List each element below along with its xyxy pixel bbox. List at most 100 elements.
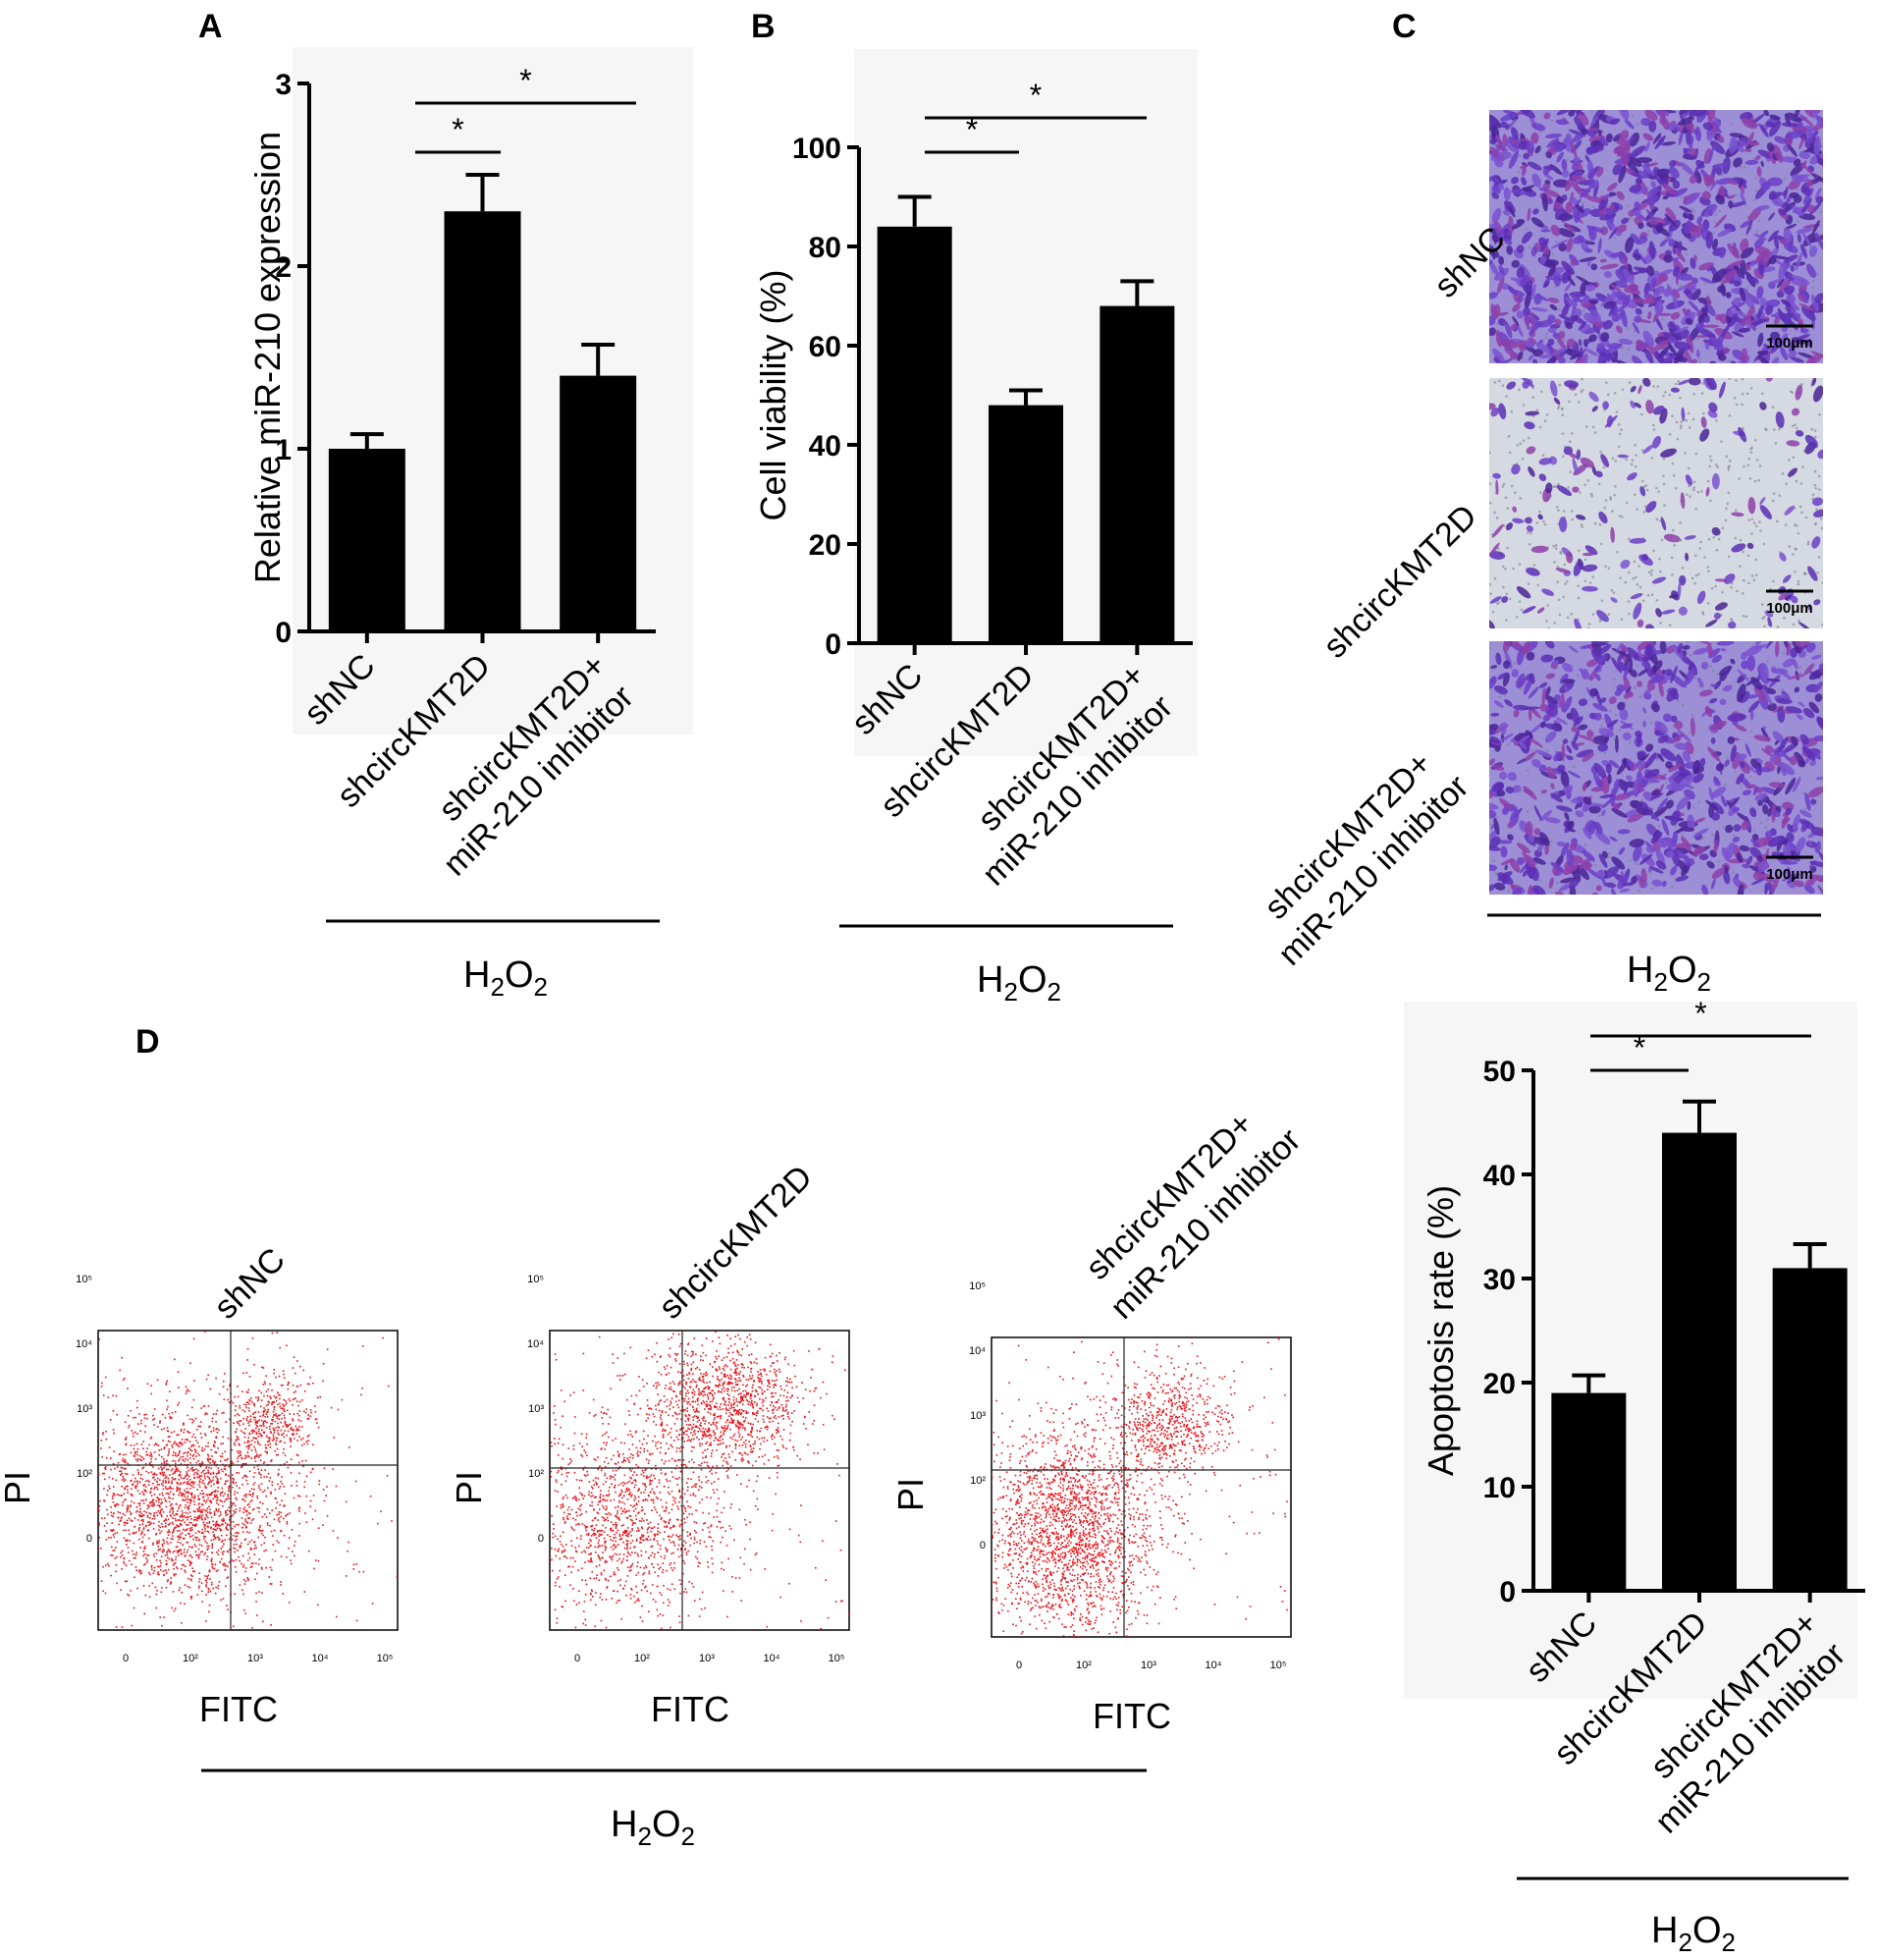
pore xyxy=(1772,406,1775,408)
event-dot xyxy=(60,1510,62,1512)
event-dot xyxy=(182,1516,184,1518)
event-dot xyxy=(116,1583,118,1585)
bar xyxy=(560,376,636,631)
event-dot xyxy=(210,1495,212,1497)
event-dot xyxy=(88,1488,90,1490)
event-dot xyxy=(245,1480,247,1482)
pore xyxy=(1761,603,1764,606)
y-tick-label: 0 xyxy=(825,628,841,661)
pore xyxy=(1743,465,1745,468)
pore xyxy=(1624,581,1627,584)
pore xyxy=(1728,468,1731,471)
event-dot xyxy=(139,1455,141,1457)
pore xyxy=(1742,378,1744,381)
pore xyxy=(1733,835,1736,838)
pore xyxy=(1693,582,1696,585)
event-dot xyxy=(255,1451,257,1453)
event-dot xyxy=(167,1581,169,1583)
event-dot xyxy=(95,1473,97,1475)
event-dot xyxy=(160,1514,162,1516)
event-dot xyxy=(145,1511,147,1513)
pore xyxy=(1709,665,1712,668)
event-dot xyxy=(280,1511,282,1513)
event-dot xyxy=(255,1548,257,1550)
treatment-label-c: H2O2 xyxy=(1627,950,1711,997)
event-dot xyxy=(22,1545,24,1547)
event-dot xyxy=(204,1528,206,1530)
pore xyxy=(1672,529,1675,532)
event-dot xyxy=(157,1478,159,1480)
pore xyxy=(1628,348,1631,351)
event-dot xyxy=(236,1472,238,1474)
event-dot xyxy=(187,1388,188,1390)
pore xyxy=(1773,492,1776,495)
event-dot xyxy=(180,1534,182,1536)
event-dot xyxy=(147,1559,149,1561)
event-dot xyxy=(200,1433,202,1435)
event-dot xyxy=(183,1564,185,1566)
event-dot xyxy=(107,1514,109,1516)
event-dot xyxy=(211,1516,213,1518)
event-dot xyxy=(180,1471,182,1473)
event-dot xyxy=(193,1500,195,1502)
event-dot xyxy=(155,1587,157,1589)
event-dot xyxy=(188,1483,190,1485)
event-dot xyxy=(216,1478,218,1480)
pore xyxy=(1634,686,1637,689)
pore xyxy=(1530,749,1533,752)
event-dot xyxy=(114,1550,116,1552)
event-dot xyxy=(189,1564,191,1566)
event-dot xyxy=(110,1554,112,1556)
event-dot xyxy=(164,1446,166,1448)
pore xyxy=(1785,523,1788,526)
event-dot xyxy=(363,1571,365,1573)
event-dot xyxy=(104,1500,106,1502)
pore xyxy=(1697,573,1700,576)
event-dot xyxy=(167,1427,169,1429)
event-dot xyxy=(283,1486,285,1488)
event-dot xyxy=(59,1520,61,1522)
pore xyxy=(1675,487,1678,490)
event-dot xyxy=(148,1554,150,1556)
pore xyxy=(1600,543,1603,546)
event-dot xyxy=(140,1478,142,1480)
event-dot xyxy=(144,1425,146,1427)
event-dot xyxy=(190,1518,192,1520)
event-dot xyxy=(2,1581,4,1583)
pore xyxy=(1661,538,1664,541)
event-dot xyxy=(75,1497,77,1498)
pore xyxy=(1621,618,1624,621)
event-dot xyxy=(144,1563,146,1565)
event-dot xyxy=(298,1508,300,1510)
event-dot xyxy=(109,1446,111,1448)
event-dot xyxy=(204,1536,206,1538)
pore xyxy=(1562,596,1565,599)
pore xyxy=(1662,395,1665,398)
pore xyxy=(1650,573,1653,576)
event-dot xyxy=(125,1468,127,1470)
pore xyxy=(1589,581,1592,584)
event-dot xyxy=(222,1552,224,1553)
pore xyxy=(1505,395,1508,398)
pore xyxy=(1588,623,1591,626)
event-dot xyxy=(163,1543,165,1545)
event-dot xyxy=(222,1501,224,1503)
event-dot xyxy=(221,1558,223,1560)
pore xyxy=(1799,506,1802,509)
event-dot xyxy=(220,1495,222,1497)
y-tick-label: 40 xyxy=(809,430,841,463)
pore xyxy=(1760,822,1763,825)
event-dot xyxy=(227,1529,229,1531)
pore xyxy=(1662,474,1665,477)
pore xyxy=(1816,273,1819,276)
event-dot xyxy=(152,1419,154,1421)
event-dot xyxy=(190,1482,192,1484)
pore xyxy=(1758,520,1761,523)
event-dot xyxy=(175,1559,177,1561)
pore xyxy=(1506,547,1509,550)
event-dot xyxy=(165,1564,167,1566)
event-dot xyxy=(198,1572,200,1574)
event-dot xyxy=(174,1563,176,1565)
pore xyxy=(1689,495,1691,498)
